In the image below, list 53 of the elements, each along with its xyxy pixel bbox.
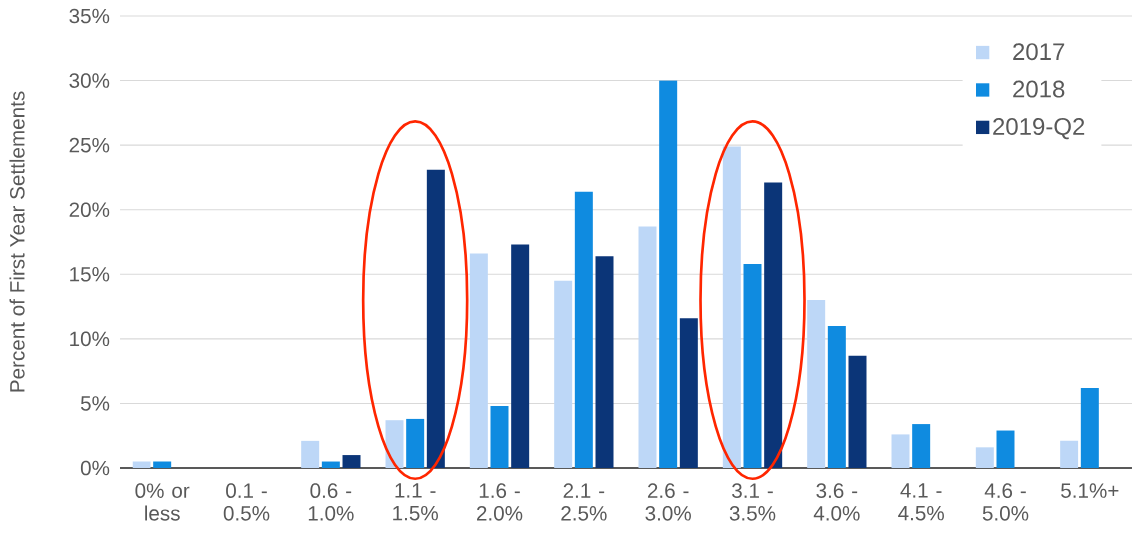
- x-tick-label: 4.1 - 4.5%: [898, 483, 944, 521]
- bar: [469, 253, 488, 468]
- x-tick-label: 4.6 - 5.0%: [982, 483, 1029, 521]
- bar: [406, 418, 425, 468]
- legend-label: 2017: [1013, 43, 1065, 61]
- bar: [743, 263, 762, 468]
- x-tick-label: 0.1 - 0.5%: [223, 483, 270, 521]
- x-tick-label: 1.1 - 1.5%: [393, 483, 438, 521]
- bar: [891, 434, 910, 468]
- y-tick-label: 5%: [80, 396, 110, 411]
- x-tick-label: 1.6 - 2.0%: [477, 483, 523, 521]
- bar: [490, 406, 509, 468]
- bar: [848, 355, 867, 468]
- x-tick-label: 0.6 - 1.0%: [308, 483, 354, 521]
- y-tick-label: 20%: [69, 202, 110, 218]
- x-tick-label: 0% or less: [135, 483, 190, 521]
- bar: [638, 226, 657, 468]
- legend-label: 2018: [1013, 80, 1065, 98]
- bar: [426, 169, 445, 468]
- x-tick-label: 5.1%+: [1061, 483, 1119, 498]
- bar: [659, 80, 678, 468]
- x-tick-label: 3.6 - 4.0%: [813, 483, 860, 521]
- bar: [827, 325, 846, 468]
- legend-label: 2019-Q2: [993, 117, 1085, 140]
- bar: [132, 461, 151, 468]
- y-axis-title: Percent of First Year Settlements: [9, 91, 25, 392]
- bar: [595, 256, 614, 468]
- y-tick-label: 25%: [69, 137, 110, 153]
- bar: [554, 280, 573, 468]
- y-tick-label: 0%: [80, 460, 110, 476]
- x-tick-label: 2.1 - 2.5%: [561, 483, 607, 521]
- y-tick-label: 30%: [69, 73, 110, 88]
- bar: [807, 300, 826, 468]
- bar: [912, 424, 931, 468]
- bar: [764, 182, 783, 468]
- bar: [722, 146, 741, 468]
- bar: [975, 447, 994, 468]
- bar: [1060, 440, 1079, 468]
- bar: [679, 318, 698, 468]
- bar: [342, 455, 361, 468]
- bar: [385, 420, 404, 468]
- bar: [153, 461, 172, 468]
- bar: [511, 244, 530, 468]
- bar: [301, 440, 320, 468]
- x-tick-label: 2.6 - 3.0%: [645, 483, 691, 521]
- y-tick-label: 35%: [69, 8, 110, 24]
- bar: [996, 430, 1015, 468]
- y-tick-label: 15%: [70, 267, 110, 282]
- x-tick-label: 3.1 - 3.5%: [729, 483, 776, 521]
- bar: [574, 191, 593, 468]
- bar: [1080, 387, 1099, 468]
- bar: [321, 461, 340, 468]
- y-tick-label: 10%: [70, 331, 110, 347]
